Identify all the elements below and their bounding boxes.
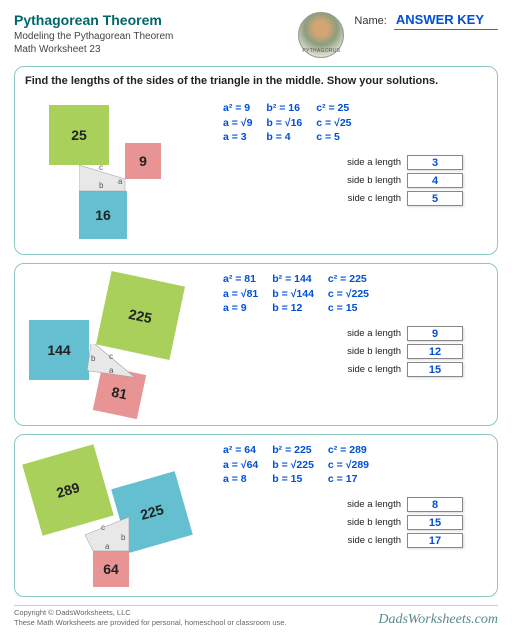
ans-b-3: 15	[407, 515, 463, 530]
eq-b-1: b² = 16b = √16b = 4	[266, 101, 302, 145]
ans-row-b-3: side b length15	[347, 515, 463, 530]
ans-row-a-2: side a length9	[347, 326, 463, 341]
label-a-2: a	[109, 366, 113, 375]
eq-a-3: a² = 64a = √64a = 8	[223, 443, 258, 487]
problem-panel-1: Find the lengths of the sides of the tri…	[14, 66, 498, 255]
right-side-3: a² = 64a = √64a = 8 b² = 225b = √225b = …	[223, 443, 487, 588]
ans-c-3: 17	[407, 533, 463, 548]
instruction: Find the lengths of the sides of the tri…	[25, 75, 487, 87]
ans-a-1: 3	[407, 155, 463, 170]
eq-c-2: c² = 225c = √225c = 15	[328, 272, 369, 316]
label-a-3: a	[105, 542, 109, 551]
figure-3: 289 225 64 c b a	[25, 443, 215, 588]
figure-1: 25 9 16 c a b	[25, 101, 215, 246]
eq-c-3: c² = 289c = √289c = 17	[328, 443, 369, 487]
equations-3: a² = 64a = √64a = 8 b² = 225b = √225b = …	[223, 443, 487, 487]
footer: Copyright © DadsWorksheets, LLC These Ma…	[14, 605, 498, 628]
eq-b-3: b² = 225b = √225b = 15	[272, 443, 314, 487]
triangle-2	[87, 344, 145, 378]
figure-2: 144 225 81 b c a	[25, 272, 215, 417]
problem-panel-3: 289 225 64 c b a a² = 64a = √64a = 8 b² …	[14, 434, 498, 597]
label-c-1: c	[99, 163, 103, 172]
eq-a-1: a² = 9a = √9a = 3	[223, 101, 252, 145]
answer-key-text: ANSWER KEY	[394, 12, 498, 30]
ans-b-1: 4	[407, 173, 463, 188]
answers-3: side a length8 side b length15 side c le…	[223, 497, 487, 548]
answers-1: side a length3 side b length4 side c len…	[223, 155, 487, 206]
square-a-1: 9	[125, 143, 161, 179]
ans-a-2: 9	[407, 326, 463, 341]
subtitle-2: Math Worksheet 23	[14, 43, 288, 56]
eq-a-2: a² = 81a = √81a = 9	[223, 272, 258, 316]
ans-row-a-3: side a length8	[347, 497, 463, 512]
ans-row-c-1: side c length5	[348, 191, 463, 206]
name-field: Name: ANSWER KEY	[354, 12, 498, 27]
brand: DadsWorksheets.com	[378, 612, 498, 628]
right-side-1: a² = 9a = √9a = 3 b² = 16b = √16b = 4 c²…	[223, 101, 487, 246]
triangle-3	[85, 517, 135, 555]
header-left: Pythagorean Theorem Modeling the Pythago…	[14, 12, 288, 56]
page-title: Pythagorean Theorem	[14, 12, 288, 28]
square-b-1: 16	[79, 191, 127, 239]
logo: PYTHAGORUS	[298, 12, 344, 58]
equations-2: a² = 81a = √81a = 9 b² = 144b = √144b = …	[223, 272, 487, 316]
label-a-1: a	[118, 177, 122, 186]
logo-text: PYTHAGORUS	[299, 48, 343, 54]
label-c-3: c	[101, 523, 105, 532]
ans-row-c-2: side c length15	[348, 362, 463, 377]
label-c-2: c	[109, 352, 113, 361]
ans-row-a-1: side a length3	[347, 155, 463, 170]
ans-row-c-3: side c length17	[348, 533, 463, 548]
ans-c-2: 15	[407, 362, 463, 377]
name-label: Name:	[354, 15, 386, 27]
header: Pythagorean Theorem Modeling the Pythago…	[14, 12, 498, 58]
subtitle-1: Modeling the Pythagorean Theorem	[14, 30, 288, 43]
equations-1: a² = 9a = √9a = 3 b² = 16b = √16b = 4 c²…	[223, 101, 487, 145]
right-side-2: a² = 81a = √81a = 9 b² = 144b = √144b = …	[223, 272, 487, 417]
label-b-1: b	[99, 181, 103, 190]
ans-a-3: 8	[407, 497, 463, 512]
eq-b-2: b² = 144b = √144b = 12	[272, 272, 314, 316]
label-b-3: b	[121, 533, 125, 542]
triangle-1	[79, 153, 129, 195]
eq-c-1: c² = 25c = √25c = 5	[316, 101, 351, 145]
square-b-2: 144	[29, 320, 89, 380]
problem-panel-2: 144 225 81 b c a a² = 81a = √81a = 9 b² …	[14, 263, 498, 426]
copyright: Copyright © DadsWorksheets, LLC These Ma…	[14, 608, 287, 628]
square-a-3: 64	[93, 551, 129, 587]
panel-content-1: 25 9 16 c a b a² = 9a = √9a = 3 b² = 16b…	[25, 101, 487, 246]
ans-c-1: 5	[407, 191, 463, 206]
ans-b-2: 12	[407, 344, 463, 359]
ans-row-b-1: side b length4	[347, 173, 463, 188]
ans-row-b-2: side b length12	[347, 344, 463, 359]
label-b-2: b	[91, 354, 95, 363]
answers-2: side a length9 side b length12 side c le…	[223, 326, 487, 377]
